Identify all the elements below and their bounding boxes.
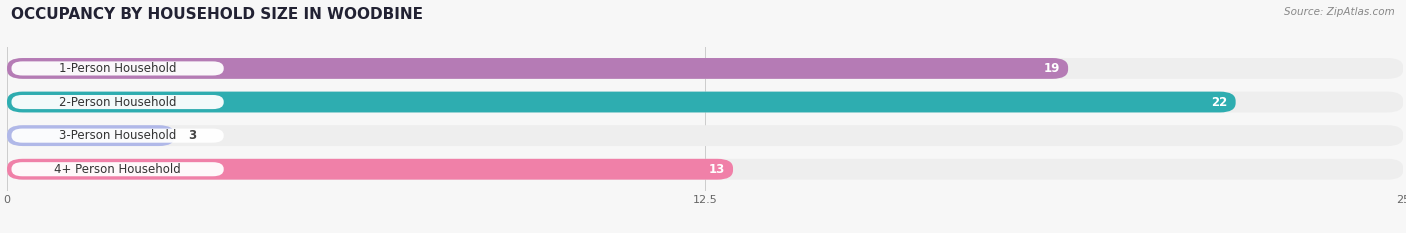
FancyBboxPatch shape: [11, 95, 224, 109]
FancyBboxPatch shape: [7, 125, 174, 146]
FancyBboxPatch shape: [7, 125, 1403, 146]
FancyBboxPatch shape: [7, 58, 1069, 79]
Text: 13: 13: [709, 163, 724, 176]
Text: 19: 19: [1043, 62, 1060, 75]
FancyBboxPatch shape: [7, 92, 1403, 113]
FancyBboxPatch shape: [7, 92, 1236, 113]
Text: 22: 22: [1211, 96, 1227, 109]
FancyBboxPatch shape: [7, 58, 1403, 79]
FancyBboxPatch shape: [11, 162, 224, 176]
Text: 4+ Person Household: 4+ Person Household: [55, 163, 181, 176]
Text: 2-Person Household: 2-Person Household: [59, 96, 176, 109]
Text: Source: ZipAtlas.com: Source: ZipAtlas.com: [1284, 7, 1395, 17]
Text: 3: 3: [188, 129, 197, 142]
Text: OCCUPANCY BY HOUSEHOLD SIZE IN WOODBINE: OCCUPANCY BY HOUSEHOLD SIZE IN WOODBINE: [11, 7, 423, 22]
FancyBboxPatch shape: [11, 61, 224, 75]
FancyBboxPatch shape: [7, 159, 733, 180]
Text: 1-Person Household: 1-Person Household: [59, 62, 176, 75]
FancyBboxPatch shape: [11, 129, 224, 143]
FancyBboxPatch shape: [7, 159, 1403, 180]
Text: 3-Person Household: 3-Person Household: [59, 129, 176, 142]
